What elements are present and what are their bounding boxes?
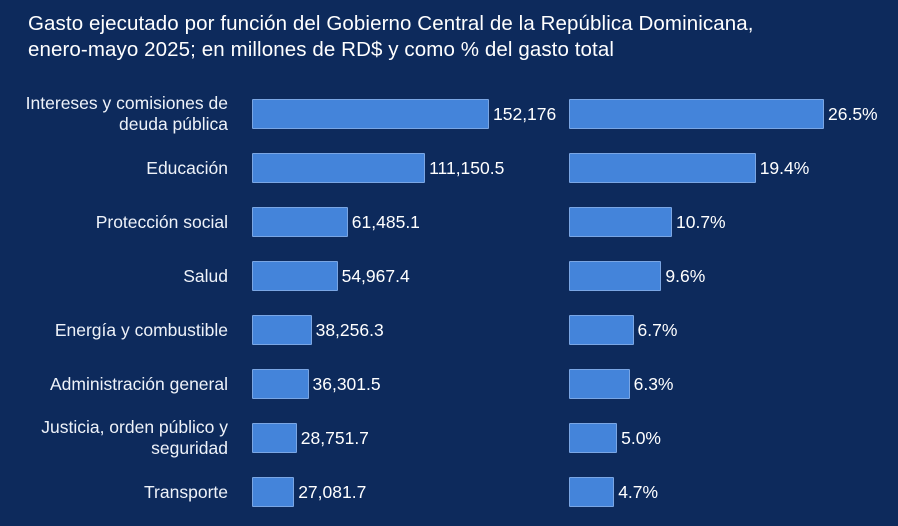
percent-bar-area: 19.4% <box>569 141 898 195</box>
category-label: Intereses y comisiones de deuda pública <box>25 93 228 134</box>
category-label: Salud <box>183 265 228 286</box>
percent-bar <box>569 207 672 237</box>
value-label: 36,301.5 <box>312 373 381 394</box>
percent-bar-area: 26.5% <box>569 87 898 141</box>
value-bar <box>252 99 489 129</box>
percent-bar-area: 5.0% <box>569 411 898 465</box>
value-bar <box>252 369 309 399</box>
value-bar-area: 28,751.7 <box>252 411 569 465</box>
percent-bar-area: 6.7% <box>569 303 898 357</box>
value-label: 38,256.3 <box>315 319 384 340</box>
value-label: 28,751.7 <box>300 427 369 448</box>
chart-row: Energía y combustible 38,256.3 6.7% <box>0 303 898 357</box>
value-label: 54,967.4 <box>341 265 410 286</box>
value-label: 61,485.1 <box>351 211 420 232</box>
percent-label: 10.7% <box>676 211 726 232</box>
chart-row: Justicia, orden público y seguridad 28,7… <box>0 411 898 465</box>
value-bar <box>252 423 297 453</box>
chart-row: Intereses y comisiones de deuda pública … <box>0 87 898 141</box>
percent-bar-area: 4.7% <box>569 465 898 519</box>
value-bar <box>252 207 348 237</box>
value-bar-area: 152,176 <box>252 87 569 141</box>
category-label: Transporte <box>144 481 228 502</box>
percent-bar <box>569 477 615 507</box>
percent-bar <box>569 99 824 129</box>
percent-bar-area: 6.3% <box>569 357 898 411</box>
value-bar-area: 61,485.1 <box>252 195 569 249</box>
percent-label: 6.7% <box>637 319 678 340</box>
percent-bar-area: 10.7% <box>569 195 898 249</box>
chart-row: Administración general 36,301.5 6.3% <box>0 357 898 411</box>
chart-row: Salud 54,967.4 9.6% <box>0 249 898 303</box>
percent-label: 4.7% <box>618 481 659 502</box>
category-label: Administración general <box>49 373 228 394</box>
value-label: 27,081.7 <box>298 481 367 502</box>
value-bar <box>252 261 338 291</box>
category-label: Protección social <box>95 211 228 232</box>
percent-bar-area: 9.6% <box>569 249 898 303</box>
value-label: 152,176 <box>493 103 557 124</box>
percent-label: 26.5% <box>828 103 878 124</box>
value-bar-area: 36,301.5 <box>252 357 569 411</box>
category-label: Educación <box>146 157 228 178</box>
value-bar-area: 111,150.5 <box>252 141 569 195</box>
percent-bar <box>569 423 618 453</box>
value-bar-area: 27,081.7 <box>252 465 569 519</box>
percent-label: 5.0% <box>621 427 661 448</box>
percent-bar <box>569 261 662 291</box>
chart-row: Educación 111,150.5 19.4% <box>0 141 898 195</box>
chart-title: Gasto ejecutado por función del Gobierno… <box>28 11 878 63</box>
percent-label: 9.6% <box>665 265 706 286</box>
chart-title-line1: Gasto ejecutado por función del Gobierno… <box>28 12 754 35</box>
chart-title-line2: enero-mayo 2025; en millones de RD$ y co… <box>28 38 615 61</box>
chart-row: Protección social 61,485.1 10.7% <box>0 195 898 249</box>
value-bar-area: 38,256.3 <box>252 303 569 357</box>
value-bar <box>252 315 312 345</box>
value-label: 111,150.5 <box>429 157 505 178</box>
category-label: Energía y combustible <box>54 319 228 340</box>
percent-bar <box>569 315 634 345</box>
percent-label: 19.4% <box>759 157 810 178</box>
category-label: Justicia, orden público y seguridad <box>41 417 228 458</box>
percent-bar <box>569 153 756 183</box>
value-bar <box>252 153 426 183</box>
chart-row: Transporte 27,081.7 4.7% <box>0 465 898 519</box>
value-bar-area: 54,967.4 <box>252 249 569 303</box>
percent-bar <box>569 369 630 399</box>
chart-rows: Intereses y comisiones de deuda pública … <box>0 87 898 519</box>
percent-label: 6.3% <box>633 373 674 394</box>
value-bar <box>252 477 295 507</box>
